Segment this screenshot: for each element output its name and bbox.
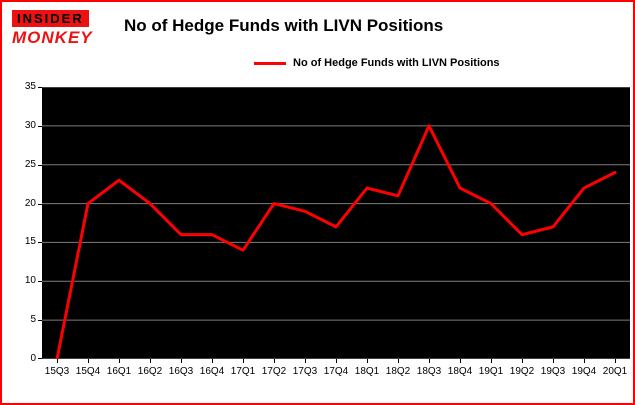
y-tick-label: 20 [24, 197, 36, 209]
logo-monkey-text: MONKEY [12, 28, 93, 47]
x-tick-mark [88, 359, 89, 363]
chart-title: No of Hedge Funds with LIVN Positions [124, 16, 444, 35]
y-tick-mark [38, 164, 42, 166]
x-tick-label: 18Q4 [447, 366, 473, 377]
x-tick-label: 15Q3 [44, 366, 70, 377]
legend: No of Hedge Funds with LIVN Positions [254, 57, 500, 69]
x-tick-mark [119, 359, 120, 363]
logo-insider-text: INSIDER [12, 10, 89, 27]
x-tick-label: 17Q2 [261, 366, 287, 377]
x-tick-mark [150, 359, 151, 363]
y-tick-mark [38, 242, 42, 244]
x-tick-label: 19Q3 [540, 366, 566, 377]
x-tick-label: 15Q4 [75, 366, 101, 377]
y-tick-label: 30 [24, 119, 36, 131]
x-tick-mark [491, 359, 492, 363]
legend-line-sample [254, 61, 286, 65]
x-tick-label: 18Q3 [416, 366, 442, 377]
x-tick-label: 18Q2 [385, 366, 411, 377]
y-tick-mark [38, 281, 42, 283]
x-tick-mark [57, 359, 58, 363]
y-tick-mark [38, 125, 42, 127]
x-tick-label: 17Q1 [230, 366, 256, 377]
y-tick-label: 15 [24, 236, 36, 248]
x-tick-label: 20Q1 [602, 366, 628, 377]
x-tick-label: 19Q4 [571, 366, 597, 377]
x-tick-mark [305, 359, 306, 363]
series-line [55, 124, 617, 359]
x-tick-mark [553, 359, 554, 363]
y-tick-label: 5 [30, 314, 36, 326]
y-tick-mark [38, 87, 42, 88]
x-tick-mark [336, 359, 337, 363]
x-tick-mark [429, 359, 430, 363]
y-tick-label: 0 [30, 353, 36, 364]
x-tick-mark [460, 359, 461, 363]
x-tick-mark [181, 359, 182, 363]
x-tick-mark [398, 359, 399, 363]
x-tick-label: 17Q4 [323, 366, 349, 377]
x-tick-mark [274, 359, 275, 363]
x-tick-mark [584, 359, 585, 363]
x-tick-mark [522, 359, 523, 363]
y-tick-label: 25 [24, 158, 36, 170]
y-tick-label: 35 [24, 81, 36, 92]
x-tick-label: 19Q2 [509, 366, 535, 377]
x-tick-mark [243, 359, 244, 363]
y-tick-mark [38, 203, 42, 205]
y-tick-label: 10 [24, 275, 36, 287]
x-tick-label: 17Q3 [292, 366, 318, 377]
x-tick-label: 16Q2 [137, 366, 163, 377]
x-tick-mark [367, 359, 368, 363]
y-tick-mark [38, 320, 42, 322]
y-tick-mark [38, 358, 42, 359]
legend-label: No of Hedge Funds with LIVN Positions [293, 57, 500, 69]
plot-area [42, 87, 630, 359]
x-tick-label: 16Q1 [106, 366, 132, 377]
x-tick-mark [615, 359, 616, 363]
x-tick-label: 18Q1 [354, 366, 380, 377]
x-tick-mark [212, 359, 213, 363]
line-chart [42, 87, 630, 359]
x-tick-label: 16Q3 [168, 366, 194, 377]
insider-monkey-logo: INSIDER MONKEY [12, 10, 93, 46]
x-tick-label: 19Q1 [478, 366, 504, 377]
x-tick-label: 16Q4 [199, 366, 225, 377]
